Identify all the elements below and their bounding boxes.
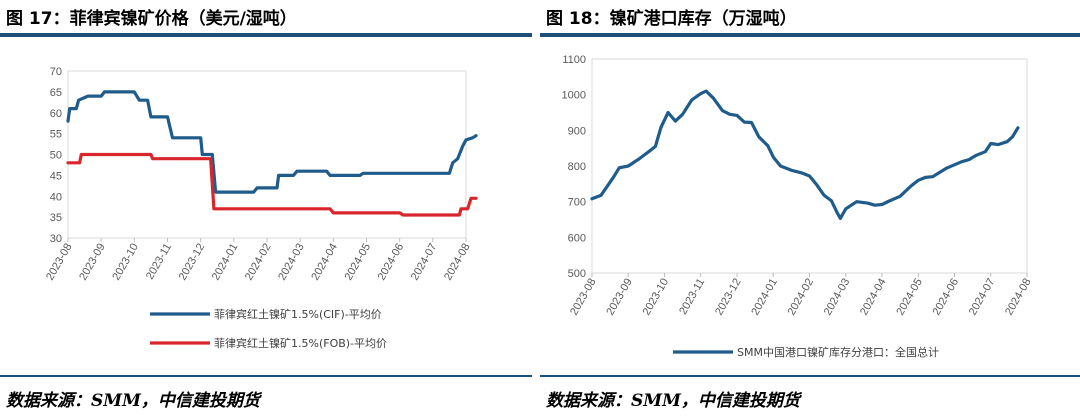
series-line	[66, 90, 478, 194]
right-source-rule	[540, 375, 1080, 377]
x-tick-label: 2024-08	[1003, 277, 1034, 318]
x-tick-label: 2024-04	[858, 277, 889, 318]
legend-label: SMM中国港口镍矿库存分港口：全国总计	[737, 345, 939, 359]
left-source-rule	[0, 375, 532, 377]
x-tick-label: 2023-08	[44, 242, 75, 283]
x-tick-label: 2024-04	[309, 242, 340, 283]
left-title-rule	[0, 33, 532, 37]
x-tick-label: 2024-06	[376, 242, 407, 283]
right-figure-title: 图 18：镍矿港口库存（万湿吨）	[546, 9, 797, 29]
y-tick-label: 45	[50, 170, 62, 182]
left-source-note: 数据来源：SMM，中信建投期货	[6, 391, 260, 411]
y-tick-label: 800	[568, 161, 586, 173]
x-tick-label: 2023-11	[677, 277, 707, 317]
series-line	[590, 89, 1020, 220]
x-tick-label: 2024-07	[409, 242, 440, 283]
left-figure-title: 图 17：菲律宾镍矿价格（美元/湿吨）	[6, 9, 297, 29]
right-title-rule	[540, 33, 1080, 37]
legend-label: 菲律宾红土镍矿1.5%(CIF)-平均价	[214, 307, 382, 321]
plot-area-frame	[591, 58, 1028, 274]
y-tick-label: 35	[50, 212, 62, 224]
x-tick-label: 2023-09	[77, 242, 108, 283]
x-tick-label: 2023-12	[713, 277, 744, 318]
x-tick-label: 2024-02	[786, 277, 817, 318]
y-tick-label: 1000	[562, 90, 586, 102]
x-tick-label: 2023-11	[144, 242, 174, 282]
x-tick-label: 2024-08	[442, 242, 473, 283]
y-tick-label: 500	[568, 268, 586, 280]
y-tick-label: 700	[568, 197, 586, 209]
x-tick-label: 2024-01	[210, 241, 241, 282]
x-tick-label: 2024-03	[276, 242, 307, 283]
x-tick-label: 2024-05	[343, 242, 374, 283]
x-tick-label: 2024-02	[243, 242, 274, 283]
x-tick-label: 2023-08	[568, 277, 599, 318]
legend-label: 菲律宾红土镍矿1.5%(FOB)-平均价	[214, 336, 387, 350]
series-line	[66, 152, 478, 217]
left-figure-panel: 图 17：菲律宾镍矿价格（美元/湿吨） 30 35 40 45 50 55 60 65 70 20…	[0, 0, 532, 417]
x-tick-label: 2023-10	[641, 277, 672, 318]
y-tick-label: 600	[568, 232, 586, 244]
x-tick-label: 2024-05	[894, 277, 925, 318]
y-tick-label: 900	[568, 125, 586, 137]
right-source-note: 数据来源：SMM，中信建投期货	[546, 391, 800, 411]
x-tick-label: 2023-10	[110, 242, 141, 283]
y-tick-label: 60	[50, 108, 62, 120]
x-tick-label: 2024-06	[931, 277, 962, 318]
y-tick-label: 30	[50, 233, 62, 245]
y-tick-label: 50	[50, 150, 62, 162]
y-tick-label: 70	[50, 66, 62, 78]
x-tick-label: 2024-07	[967, 277, 998, 318]
x-tick-label: 2023-12	[177, 242, 208, 283]
x-tick-label: 2023-09	[604, 277, 635, 318]
y-tick-label: 55	[50, 129, 62, 141]
y-tick-label: 40	[50, 191, 62, 203]
y-tick-label: 65	[50, 87, 62, 99]
x-tick-label: 2024-01	[749, 277, 780, 318]
right-figure-panel: 图 18：镍矿港口库存（万湿吨） 500 600 700 800 900 1000 1100…	[540, 0, 1080, 417]
x-tick-label: 2024-03	[822, 277, 853, 318]
y-tick-label: 1100	[562, 54, 586, 66]
